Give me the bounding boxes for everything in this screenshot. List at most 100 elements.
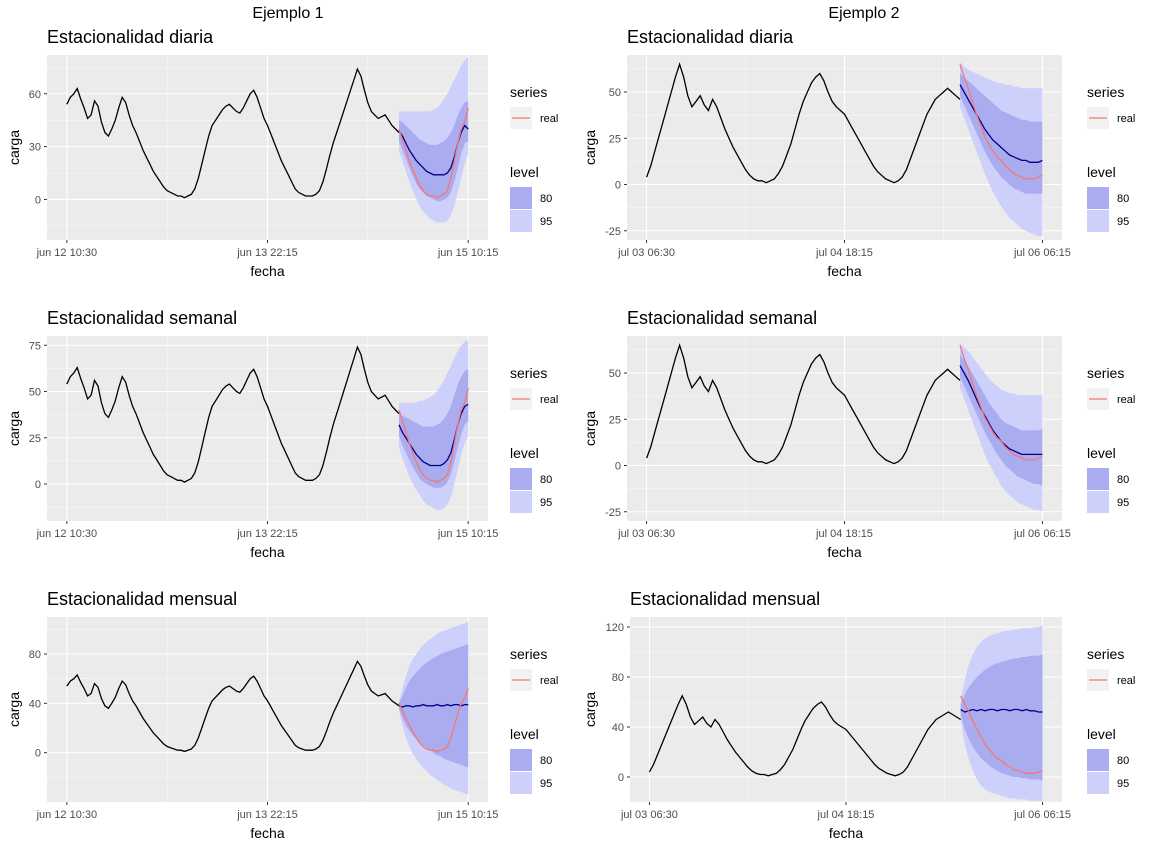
column-title-2: Ejemplo 2: [828, 5, 899, 22]
y-tick-label: 0: [35, 748, 41, 760]
x-tick-label: jun 15 10:15: [437, 247, 499, 259]
x-tick-label: jul 03 06:30: [617, 528, 675, 540]
x-tick-label: jul 06 06:15: [1013, 528, 1071, 540]
history-line: [645, 343, 961, 465]
band-80: [960, 354, 1043, 486]
x-tick-label: jun 12 10:30: [36, 247, 98, 259]
panel-2: Estacionalidad diaria -25 0 25 50 jul 03 06:3…: [582, 27, 1135, 279]
y-tick-label: 0: [35, 194, 41, 206]
legend-80-label: 80: [540, 474, 552, 486]
forecast-mean-line: [959, 84, 1043, 163]
real-line: [960, 695, 1043, 774]
y-axis-label: carga: [582, 411, 598, 446]
panel-title: Estacionalidad mensual: [47, 589, 237, 609]
legend-95-label: 95: [540, 778, 552, 790]
plot-area: [648, 625, 1043, 801]
panel-title: Estacionalidad diaria: [627, 27, 794, 47]
y-tick-label: 25: [609, 414, 621, 426]
y-tick-label: 75: [29, 340, 41, 352]
legend-level-title: level: [1087, 445, 1116, 461]
y-tick-label: 0: [618, 772, 624, 784]
y-tick-label: -25: [605, 507, 621, 519]
x-axis-label: fecha: [827, 263, 861, 279]
panel-1: Estacionalidad diaria 0 30 60 jun 12 10:30 ju…: [6, 27, 558, 279]
x-tick-label: jul 03 06:30: [617, 247, 675, 259]
legend-80-label: 80: [1117, 755, 1129, 767]
x-axis-label: fecha: [829, 825, 863, 841]
plot-area: [66, 56, 469, 223]
forecast-mean-line: [960, 708, 1043, 713]
legend-80-swatch: [1087, 468, 1109, 490]
y-tick-label: 80: [29, 649, 41, 661]
panel-3: Estacionalidad semanal 0 25 50 75 jun 12 10:3…: [6, 308, 558, 560]
y-tick-label: 50: [609, 368, 621, 380]
forecast-mean-line: [398, 703, 469, 708]
real-line: [398, 107, 469, 199]
legend-real-label: real: [540, 113, 558, 125]
legend-95-swatch: [510, 491, 532, 513]
legend-95-swatch: [510, 772, 532, 794]
y-tick-label: 25: [29, 433, 41, 445]
y-tick-label: 40: [29, 698, 41, 710]
y-tick-label: 0: [35, 479, 41, 491]
x-tick-label: jun 12 10:30: [36, 809, 98, 821]
x-tick-label: jun 13 22:15: [236, 247, 298, 259]
band-80: [399, 369, 469, 488]
history-line: [66, 67, 400, 199]
panel-title: Estacionalidad semanal: [627, 308, 817, 328]
x-tick-label: jul 04 18:15: [815, 528, 873, 540]
legend-series-title: series: [1087, 365, 1124, 381]
y-tick-label: 80: [612, 672, 624, 684]
legend-series-title: series: [1087, 84, 1124, 100]
x-tick-label: jun 13 22:15: [236, 528, 298, 540]
panel-5: Estacionalidad mensual 0 40 80 jun 12 10:30 j…: [6, 589, 558, 841]
panel-title: Estacionalidad mensual: [630, 589, 820, 609]
legend-real-label: real: [540, 675, 558, 687]
y-axis-label: carga: [6, 130, 22, 165]
plot-area: [645, 343, 1043, 512]
x-tick-label: jul 04 18:15: [815, 247, 873, 259]
history-line: [66, 660, 400, 753]
panel-4: Estacionalidad semanal -25 0 25 50 jul 03 06:…: [582, 308, 1135, 560]
y-axis-label: carga: [6, 692, 22, 727]
legend-80-label: 80: [1117, 193, 1129, 205]
legend-95-swatch: [1087, 491, 1109, 513]
plot-area: [66, 339, 469, 510]
legend-95-swatch: [1087, 210, 1109, 232]
y-tick-label: 50: [609, 87, 621, 99]
x-tick-label: jun 12 10:30: [36, 528, 98, 540]
x-axis-label: fecha: [827, 544, 861, 560]
legend-level-title: level: [510, 164, 539, 180]
legend-series-title: series: [510, 365, 547, 381]
legend-real-label: real: [1117, 394, 1135, 406]
x-axis-label: fecha: [250, 263, 284, 279]
legend-level-title: level: [510, 726, 539, 742]
legend-real-label: real: [1117, 113, 1135, 125]
legend-80-swatch: [510, 468, 532, 490]
plot-area: [645, 62, 1043, 237]
legend-real-label: real: [1117, 675, 1135, 687]
x-tick-label: jul 04 18:15: [817, 809, 875, 821]
y-axis-label: carga: [6, 411, 22, 446]
y-axis-label: carga: [582, 692, 598, 727]
history-line: [648, 694, 962, 777]
y-tick-label: 0: [615, 180, 621, 192]
y-tick-label: 30: [29, 142, 41, 154]
panel-title: Estacionalidad diaria: [47, 27, 214, 47]
panel-title: Estacionalidad semanal: [47, 308, 237, 328]
legend-95-label: 95: [540, 497, 552, 509]
y-tick-label: 50: [29, 387, 41, 399]
column-title-1: Ejemplo 1: [252, 5, 323, 22]
legend-real-label: real: [540, 394, 558, 406]
legend-95-label: 95: [1117, 216, 1129, 228]
panels-group: Estacionalidad diaria 0 30 60 jun 12 10:30 ju…: [6, 27, 1135, 841]
y-tick-label: 120: [606, 622, 624, 634]
plot-area: [66, 621, 469, 795]
legend-level-title: level: [510, 445, 539, 461]
x-axis-label: fecha: [250, 544, 284, 560]
real-line: [398, 387, 469, 483]
legend-95-label: 95: [1117, 778, 1129, 790]
legend-80-label: 80: [1117, 474, 1129, 486]
